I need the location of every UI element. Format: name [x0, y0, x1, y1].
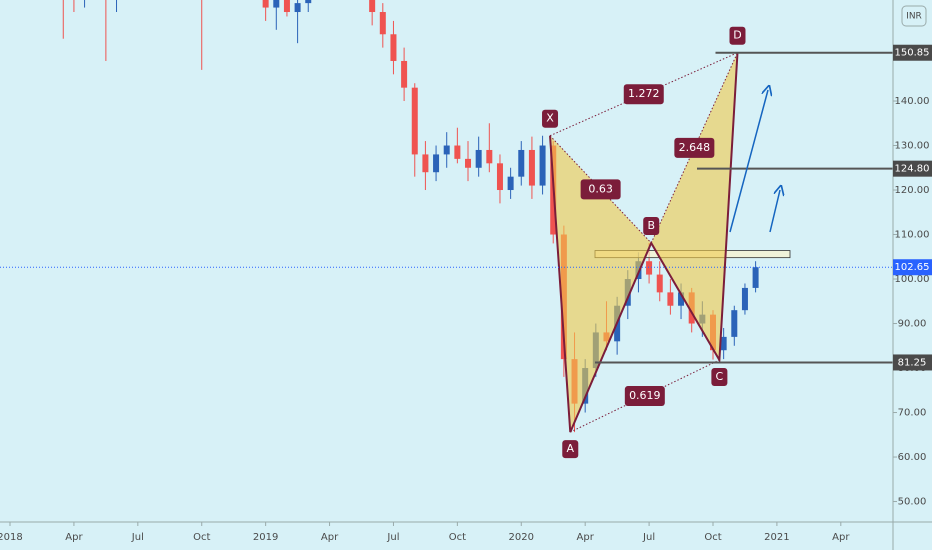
- candle-body: [656, 274, 663, 293]
- candle-body: [486, 149, 493, 164]
- x-tick-label: 2018: [0, 532, 23, 543]
- point-label: X: [546, 112, 554, 125]
- candle-body: [720, 336, 727, 351]
- x-tick-label: Jul: [642, 532, 655, 543]
- y-tick-label: 110.00: [895, 230, 930, 241]
- candle-body: [731, 310, 738, 337]
- x-tick-label: Oct: [193, 532, 210, 543]
- candle-body: [475, 149, 482, 168]
- candle-body: [433, 154, 440, 173]
- x-tick-label: 2019: [253, 532, 278, 543]
- candle-body: [262, 0, 269, 8]
- candle-body: [507, 176, 514, 191]
- candle-body: [752, 267, 759, 288]
- point-label: B: [647, 219, 655, 232]
- candle-body: [528, 149, 535, 186]
- candle-body: [401, 60, 408, 88]
- currency-box[interactable]: [901, 5, 927, 27]
- candle-body: [646, 261, 653, 275]
- ratio-label: 0.619: [629, 389, 661, 402]
- point-box: [729, 26, 746, 45]
- pattern-fill: [550, 135, 652, 433]
- ratio-box: [580, 179, 621, 200]
- x-tick-label: Apr: [65, 532, 83, 543]
- candle-body: [518, 149, 525, 177]
- x-tick-label: Apr: [321, 532, 339, 543]
- y-tick-label: 50.00: [898, 497, 927, 508]
- point-box: [711, 368, 728, 387]
- candle-body: [539, 145, 546, 186]
- ratio-label: 1.272: [628, 87, 660, 100]
- x-tick-label: Apr: [832, 532, 850, 543]
- candle-body: [454, 145, 461, 159]
- candle-body: [379, 12, 386, 35]
- candle-body: [369, 0, 376, 13]
- level-label: 81.25: [898, 357, 927, 368]
- point-label: A: [567, 442, 575, 455]
- candle-body: [496, 163, 503, 191]
- x-tick-label: Jul: [386, 532, 399, 543]
- ratio-label: 0.63: [588, 182, 613, 195]
- x-tick-label: Oct: [449, 532, 466, 543]
- candle-body: [411, 87, 418, 155]
- x-tick-label: 2020: [509, 532, 534, 543]
- ratio-box: [623, 84, 664, 105]
- candle-body: [283, 0, 290, 13]
- y-tick-label: 60.00: [898, 452, 927, 463]
- level-tag: [893, 160, 932, 177]
- candle-body: [273, 0, 280, 8]
- level-tag: [893, 44, 932, 61]
- candle-body: [465, 158, 472, 168]
- pattern-line: [549, 52, 739, 433]
- y-tick-label: 120.00: [895, 185, 930, 196]
- y-tick-label: 100.00: [895, 274, 930, 285]
- level-tag: [893, 354, 932, 371]
- candle-body: [305, 0, 312, 4]
- point-box: [542, 109, 559, 128]
- currency: INR: [906, 12, 922, 22]
- pattern-fill: [651, 52, 738, 361]
- level-label: 150.85: [895, 48, 930, 59]
- ratio-label: 2.648: [679, 141, 711, 154]
- y-tick-label: 140.00: [895, 96, 930, 107]
- point-label: D: [733, 29, 741, 42]
- candle-body: [667, 292, 674, 306]
- arrow: [729, 90, 768, 233]
- x-tick-label: Apr: [577, 532, 595, 543]
- x-tick-label: Oct: [704, 532, 721, 543]
- point-box: [562, 440, 579, 459]
- candle-body: [443, 145, 450, 155]
- last-price-tag: [893, 259, 932, 276]
- ratio-box: [674, 137, 715, 158]
- candle-body: [741, 287, 748, 311]
- candle-body: [294, 3, 301, 13]
- candle-body: [390, 34, 397, 61]
- y-tick-label: 90.00: [898, 319, 927, 330]
- y-tick-label: 130.00: [895, 141, 930, 152]
- x-tick-label: Jul: [131, 532, 144, 543]
- last-price-label: 102.65: [895, 262, 930, 273]
- point-label: C: [716, 370, 724, 383]
- candle-body: [422, 154, 429, 173]
- candle-body: [678, 292, 685, 306]
- x-tick-label: 2021: [764, 532, 789, 543]
- arrow: [769, 190, 780, 233]
- plot-area: [0, 0, 893, 433]
- y-tick-label: 70.00: [898, 408, 927, 419]
- level-label: 124.80: [895, 164, 930, 175]
- ratio-box: [624, 386, 665, 407]
- point-box: [643, 216, 660, 235]
